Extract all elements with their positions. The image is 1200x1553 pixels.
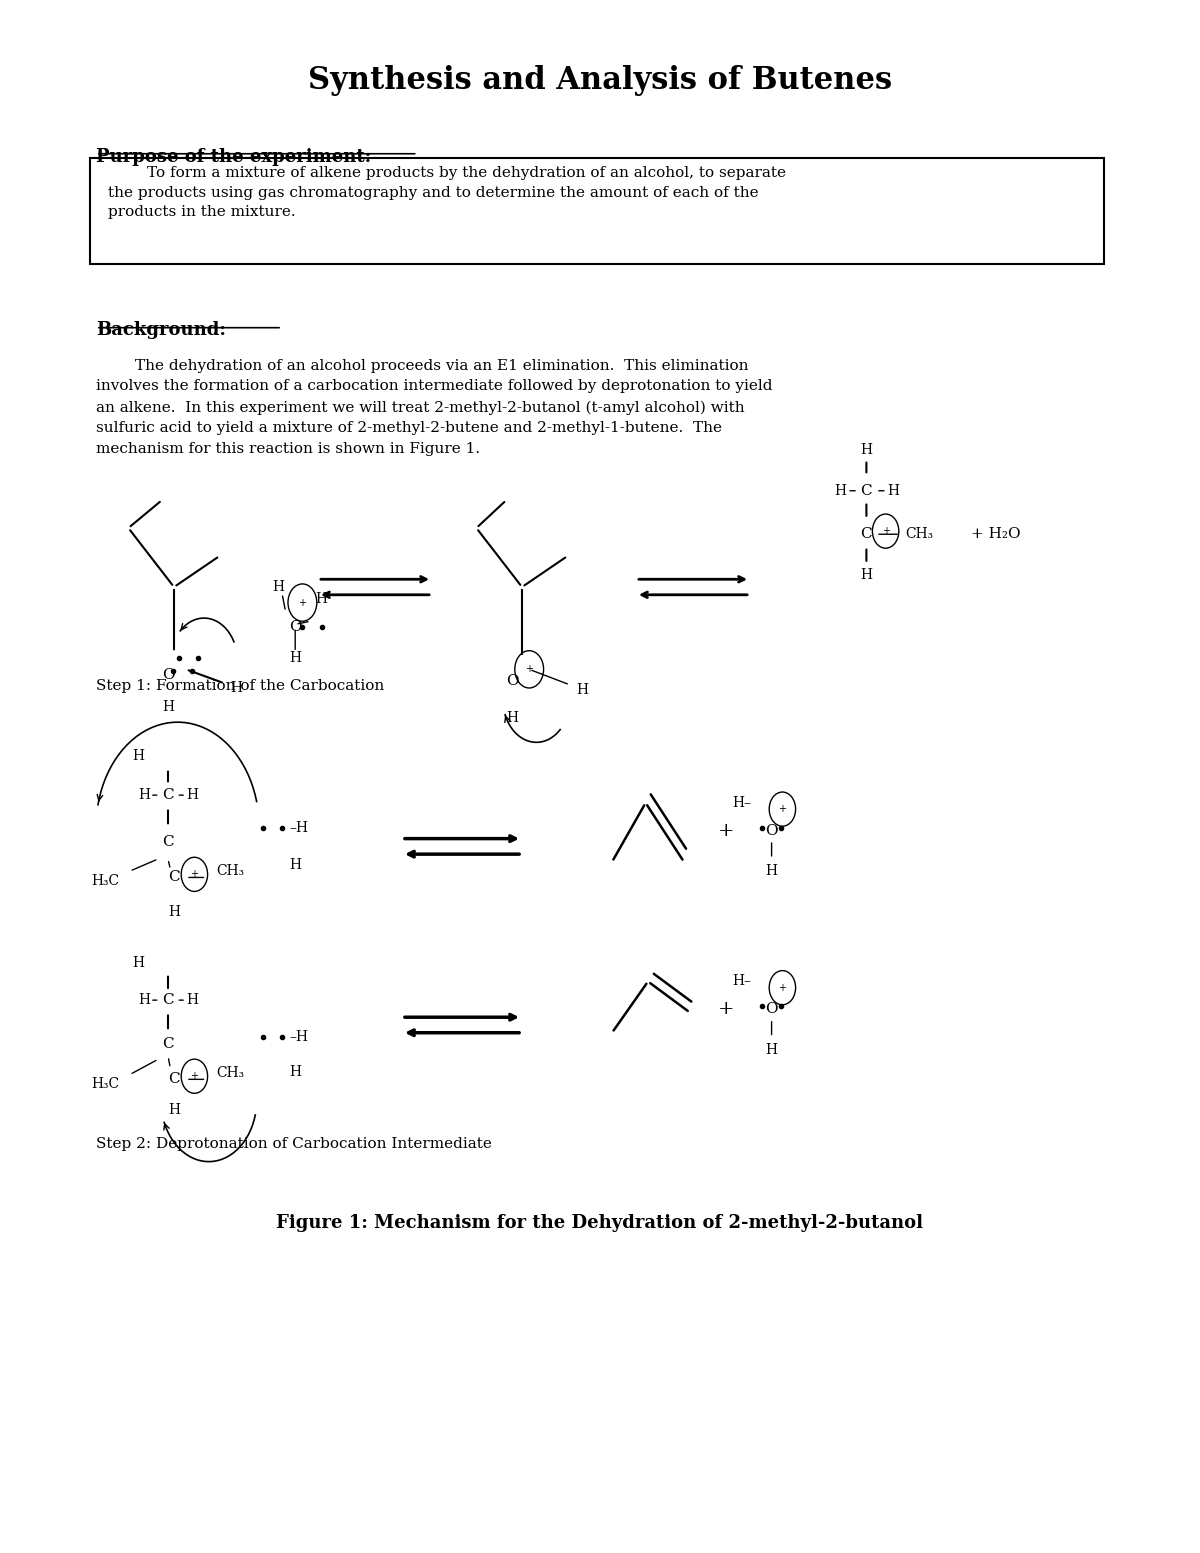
Text: H: H	[289, 651, 301, 666]
Text: H: H	[186, 992, 198, 1008]
Text: H₃C: H₃C	[91, 873, 120, 888]
Text: C: C	[860, 483, 872, 499]
Text: +: +	[718, 1000, 734, 1019]
Text: H: H	[576, 682, 588, 697]
Text: H: H	[860, 443, 872, 458]
Text: +: +	[191, 870, 198, 879]
Text: +: +	[779, 804, 786, 814]
FancyBboxPatch shape	[90, 158, 1104, 264]
Text: Step 1: Formation of the Carbocation: Step 1: Formation of the Carbocation	[96, 679, 384, 693]
Text: C: C	[168, 870, 180, 885]
Text: H: H	[272, 579, 284, 595]
Text: Background:: Background:	[96, 321, 226, 340]
Text: O: O	[766, 1002, 778, 1017]
Text: C: C	[860, 526, 872, 542]
Text: Figure 1: Mechanism for the Dehydration of 2-methyl-2-butanol: Figure 1: Mechanism for the Dehydration …	[276, 1214, 924, 1233]
Text: H: H	[887, 483, 899, 499]
Text: To form a mixture of alkene products by the dehydration of an alcohol, to separa: To form a mixture of alkene products by …	[108, 166, 786, 219]
Text: CH₃: CH₃	[216, 1065, 245, 1081]
Text: +: +	[526, 665, 533, 674]
Text: +: +	[299, 598, 306, 607]
Text: +: +	[191, 1072, 198, 1081]
Text: H: H	[138, 787, 150, 803]
Text: O: O	[506, 674, 518, 688]
Text: H–: H–	[732, 974, 751, 989]
Text: + H₂O: + H₂O	[971, 526, 1021, 542]
Text: H: H	[506, 711, 518, 725]
Text: C: C	[162, 992, 174, 1008]
Text: O: O	[289, 620, 301, 635]
Text: H: H	[132, 749, 144, 764]
Text: H–: H–	[732, 795, 751, 811]
Text: H: H	[834, 483, 846, 499]
Text: H: H	[132, 955, 144, 971]
Text: The dehydration of an alcohol proceeds via an E1 elimination.  This elimination
: The dehydration of an alcohol proceeds v…	[96, 359, 773, 455]
Text: H: H	[860, 567, 872, 582]
Text: H₃C: H₃C	[91, 1076, 120, 1092]
Text: H: H	[168, 904, 180, 919]
Text: H: H	[289, 857, 301, 873]
Text: –H: –H	[289, 1030, 308, 1045]
Text: C: C	[162, 1036, 174, 1051]
Text: C: C	[162, 834, 174, 849]
Text: Synthesis and Analysis of Butenes: Synthesis and Analysis of Butenes	[308, 65, 892, 96]
Text: O: O	[766, 823, 778, 839]
Text: H: H	[138, 992, 150, 1008]
Text: O: O	[162, 668, 174, 682]
Text: H: H	[316, 592, 328, 607]
Text: H: H	[168, 1103, 180, 1118]
Text: +: +	[882, 526, 889, 536]
Text: H: H	[766, 863, 778, 879]
Text: H: H	[230, 680, 242, 696]
Text: –H: –H	[289, 820, 308, 836]
Text: Step 2: Deprotonation of Carbocation Intermediate: Step 2: Deprotonation of Carbocation Int…	[96, 1137, 492, 1151]
Text: H: H	[766, 1042, 778, 1058]
Text: H: H	[162, 700, 174, 714]
Text: +: +	[718, 822, 734, 840]
Text: Purpose of the experiment:: Purpose of the experiment:	[96, 148, 371, 166]
Text: H: H	[289, 1064, 301, 1079]
Text: C: C	[168, 1072, 180, 1087]
Text: +: +	[779, 983, 786, 992]
Text: H: H	[186, 787, 198, 803]
Text: C: C	[162, 787, 174, 803]
Text: CH₃: CH₃	[905, 526, 934, 542]
Text: CH₃: CH₃	[216, 863, 245, 879]
